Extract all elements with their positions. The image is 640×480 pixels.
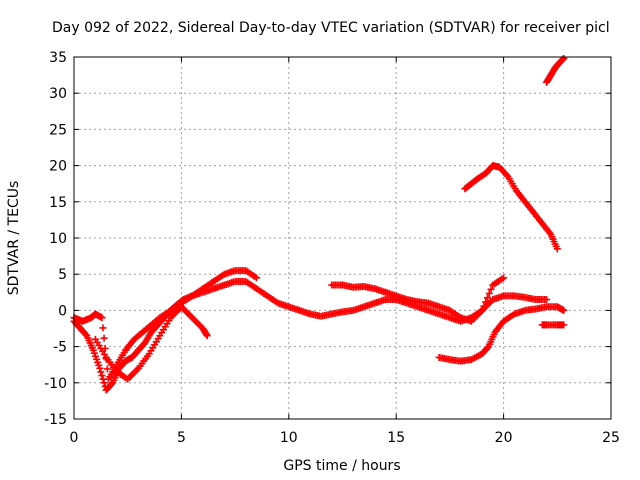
data-point (203, 332, 211, 340)
data-point (560, 306, 568, 314)
y-tick-label: 10 (49, 231, 67, 247)
y-tick-label: 15 (49, 195, 67, 211)
y-axis-label: SDTVAR / TECUs (6, 181, 22, 296)
x-tick-label: 20 (495, 430, 513, 446)
data-point (97, 368, 105, 376)
series-track-e (435, 303, 568, 365)
x-tick-label: 10 (280, 430, 298, 446)
data-point (478, 306, 486, 314)
y-tick-label: 25 (49, 122, 67, 138)
data-point (99, 324, 107, 332)
data-point (96, 364, 104, 372)
y-tick-label: 35 (49, 50, 67, 66)
data-point (98, 372, 106, 380)
data-point (560, 321, 568, 329)
x-axis-label: GPS time / hours (283, 458, 400, 474)
data-point (108, 380, 116, 388)
x-tick-label: 0 (70, 430, 79, 446)
data-point (560, 54, 568, 62)
data-point (100, 379, 108, 387)
y-tick-label: -10 (44, 376, 67, 392)
x-tick-label: 5 (177, 430, 186, 446)
y-tick-label: 0 (58, 303, 67, 319)
data-point (82, 331, 90, 339)
series-track-g (461, 162, 561, 253)
data-point (483, 344, 491, 352)
series-track-d (328, 274, 508, 325)
series-track-f (538, 321, 568, 329)
data-point (480, 302, 488, 310)
data-point (253, 274, 261, 282)
y-tick-label: -5 (53, 340, 67, 356)
data-point (543, 296, 551, 304)
chart-title: Day 092 of 2022, Sidereal Day-to-day VTE… (52, 20, 610, 36)
data-points (70, 54, 568, 394)
series-track-h (543, 54, 568, 86)
y-tick-label: 30 (49, 86, 67, 102)
series-track-b (70, 267, 261, 383)
data-point (482, 298, 490, 306)
x-tick-label: 25 (602, 430, 620, 446)
data-point (553, 245, 561, 253)
data-point (483, 294, 491, 302)
data-point (487, 285, 495, 293)
data-point (500, 274, 508, 282)
gridlines (74, 57, 611, 419)
axis-ticks: 0 5 10 15 20 25 -15 -10 -5 0 5 10 15 20 25 30 35 (44, 50, 620, 446)
data-point (485, 290, 493, 298)
series-track-a (70, 277, 551, 394)
data-point (103, 365, 111, 373)
x-tick-label: 15 (387, 430, 405, 446)
y-tick-label: 20 (49, 159, 67, 175)
data-point (100, 334, 108, 342)
y-tick-label: -15 (44, 412, 67, 428)
data-point (98, 314, 106, 322)
series-track-c (91, 303, 211, 383)
y-tick-label: 5 (58, 267, 67, 283)
